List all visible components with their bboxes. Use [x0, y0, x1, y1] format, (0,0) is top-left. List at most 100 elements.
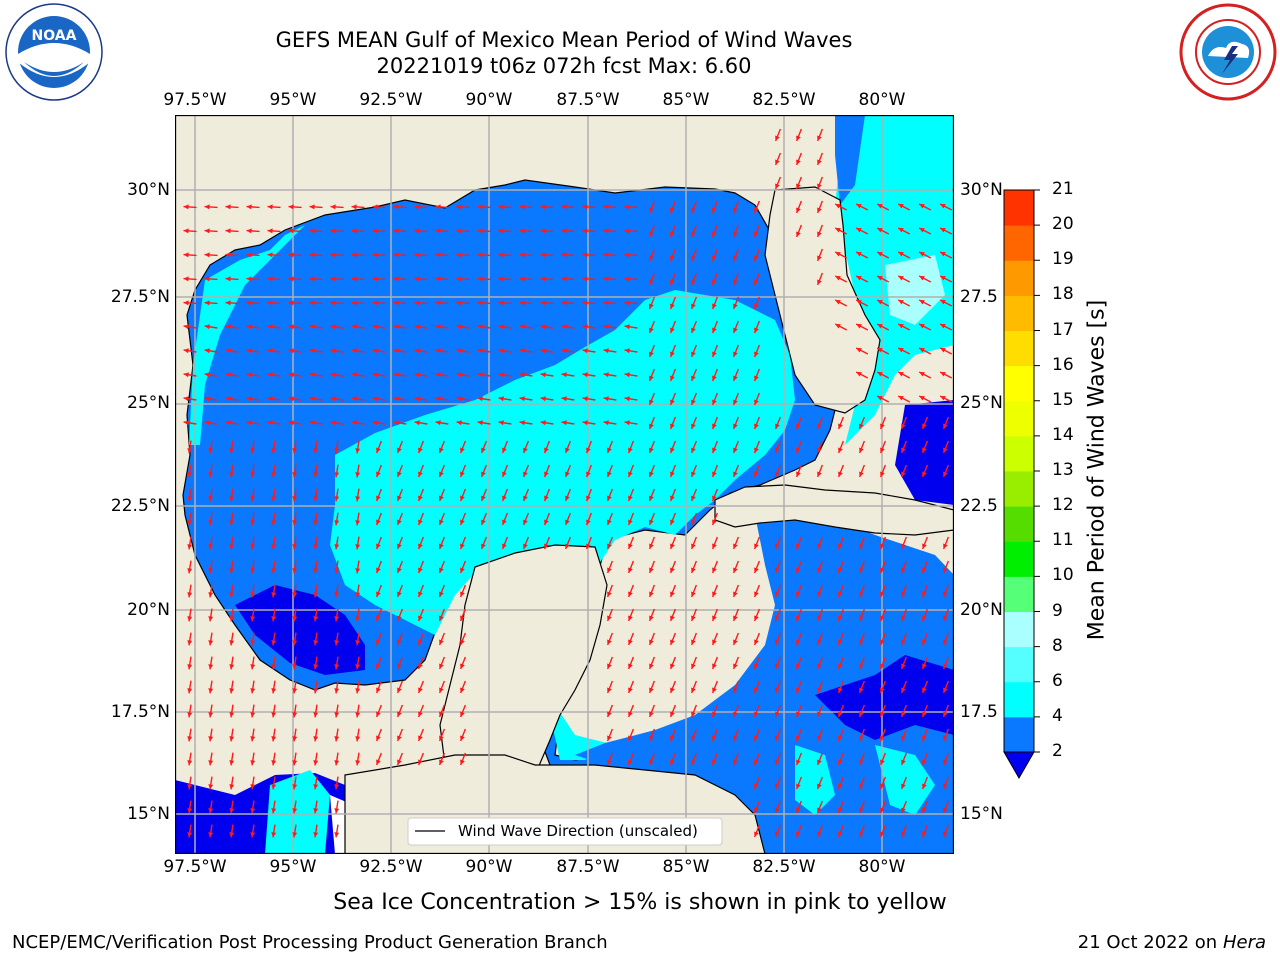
wind-arrow-head	[309, 348, 315, 354]
wind-arrow-head	[733, 447, 738, 453]
wind-arrow-head	[754, 279, 759, 285]
wind-arrow-head	[456, 252, 462, 258]
wind-arrow-head	[435, 276, 441, 282]
wind-arrow-head	[544, 447, 549, 453]
wind-arrow-head	[796, 831, 801, 837]
wind-arrow-head	[355, 496, 361, 502]
wind-arrow-head	[456, 396, 462, 402]
wind-arrow-head	[330, 420, 336, 426]
wind-arrow-head	[519, 372, 525, 378]
wind-arrow-head	[838, 543, 843, 549]
wind-arrow-head	[754, 207, 759, 213]
wind-arrow-head	[712, 759, 717, 765]
wind-arrow-head	[439, 735, 444, 741]
wind-arrow-head	[898, 228, 904, 233]
wind-arrow-head	[901, 759, 906, 765]
wind-arrow-head	[628, 759, 633, 765]
wind-arrow-head	[838, 759, 843, 765]
wind-arrow-head	[225, 348, 231, 354]
wind-arrow-head	[943, 423, 948, 429]
wind-arrow-head	[628, 447, 633, 453]
wind-arrow-head	[229, 832, 235, 838]
wind-arrow-head	[561, 276, 567, 282]
wind-arrow-head	[376, 687, 381, 693]
wind-arrow-head	[397, 567, 402, 573]
colorbar-tick-label: 18	[1052, 284, 1074, 305]
wind-arrow-head	[456, 204, 462, 210]
wind-arrow-head	[355, 712, 361, 718]
wind-arrow-head	[502, 471, 507, 477]
wind-arrow-head	[859, 759, 864, 765]
wind-arrow-head	[607, 639, 612, 645]
lat-label-left: 27.5°N	[110, 287, 170, 307]
colorbar-tick-label: 17	[1052, 319, 1074, 340]
wind-arrow-head	[712, 615, 717, 621]
wind-arrow-head	[246, 228, 252, 234]
wind-arrow-head	[288, 276, 294, 282]
colorbar-tick-label: 20	[1052, 214, 1074, 235]
wind-arrow-head	[460, 615, 465, 621]
wind-arrow-head	[733, 711, 738, 717]
wind-arrow-head	[187, 568, 193, 574]
wind-arrow-head	[561, 252, 567, 258]
wind-arrow-head	[796, 639, 801, 645]
wind-arrow-head	[943, 567, 948, 573]
wind-arrow-head	[922, 687, 927, 693]
wind-arrow-head	[670, 399, 675, 405]
wind-arrow-head	[856, 348, 862, 353]
wind-arrow-head	[519, 420, 525, 426]
wind-arrow-head	[607, 687, 612, 693]
wind-arrow-head	[880, 471, 885, 477]
wind-arrow-head	[561, 204, 567, 210]
wind-arrow-head	[922, 735, 927, 741]
wind-arrow-head	[523, 543, 528, 549]
wind-arrow-head	[435, 348, 441, 354]
wind-arrow-head	[351, 276, 357, 282]
wind-arrow-head	[775, 423, 780, 429]
wind-arrow-head	[733, 231, 738, 237]
wind-arrow-head	[250, 760, 256, 766]
wind-arrow-head	[418, 591, 423, 597]
wind-arrow-head	[712, 447, 717, 453]
wind-arrow-head	[208, 496, 214, 502]
wind-arrow-head	[292, 808, 298, 814]
wind-arrow-head	[267, 348, 273, 354]
wind-arrow-head	[817, 159, 822, 165]
wind-arrow-head	[943, 615, 948, 621]
wind-arrow-head	[943, 663, 948, 669]
wind-arrow-head	[187, 760, 193, 766]
wind-arrow-head	[901, 687, 906, 693]
wind-arrow-head	[519, 348, 525, 354]
wind-arrow-head	[414, 396, 420, 402]
wind-arrow-head	[817, 639, 822, 645]
wind-arrow-head	[901, 591, 906, 597]
wind-arrow-head	[712, 639, 717, 645]
wind-arrow-head	[880, 663, 885, 669]
wind-arrow-head	[712, 471, 717, 477]
wind-arrow-head	[204, 204, 210, 210]
wind-arrow-head	[670, 615, 675, 621]
lon-label-top: 85°W	[662, 90, 710, 110]
wind-arrow-head	[208, 592, 214, 598]
wind-arrow-head	[901, 735, 906, 741]
wind-arrow-head	[292, 472, 298, 478]
wind-arrow-head	[267, 228, 273, 234]
wind-arrow-head	[376, 639, 381, 645]
wind-arrow-head	[355, 688, 361, 694]
wind-arrow-head	[775, 759, 780, 765]
wind-arrow-head	[877, 396, 883, 401]
wind-arrow-head	[943, 591, 948, 597]
colorbar-tick-label: 12	[1052, 495, 1074, 516]
wind-arrow-head	[712, 495, 717, 501]
wind-arrow-head	[880, 759, 885, 765]
wind-arrow-head	[940, 348, 946, 353]
wind-arrow-head	[859, 567, 864, 573]
wind-arrow-head	[712, 351, 717, 357]
wind-arrow-head	[922, 711, 927, 717]
wind-arrow-head	[838, 591, 843, 597]
wind-arrow-head	[414, 204, 420, 210]
wind-arrow-head	[351, 252, 357, 258]
wind-arrow-head	[418, 519, 423, 525]
lon-label-top: 80°W	[858, 90, 906, 110]
wind-arrow-head	[376, 759, 381, 765]
